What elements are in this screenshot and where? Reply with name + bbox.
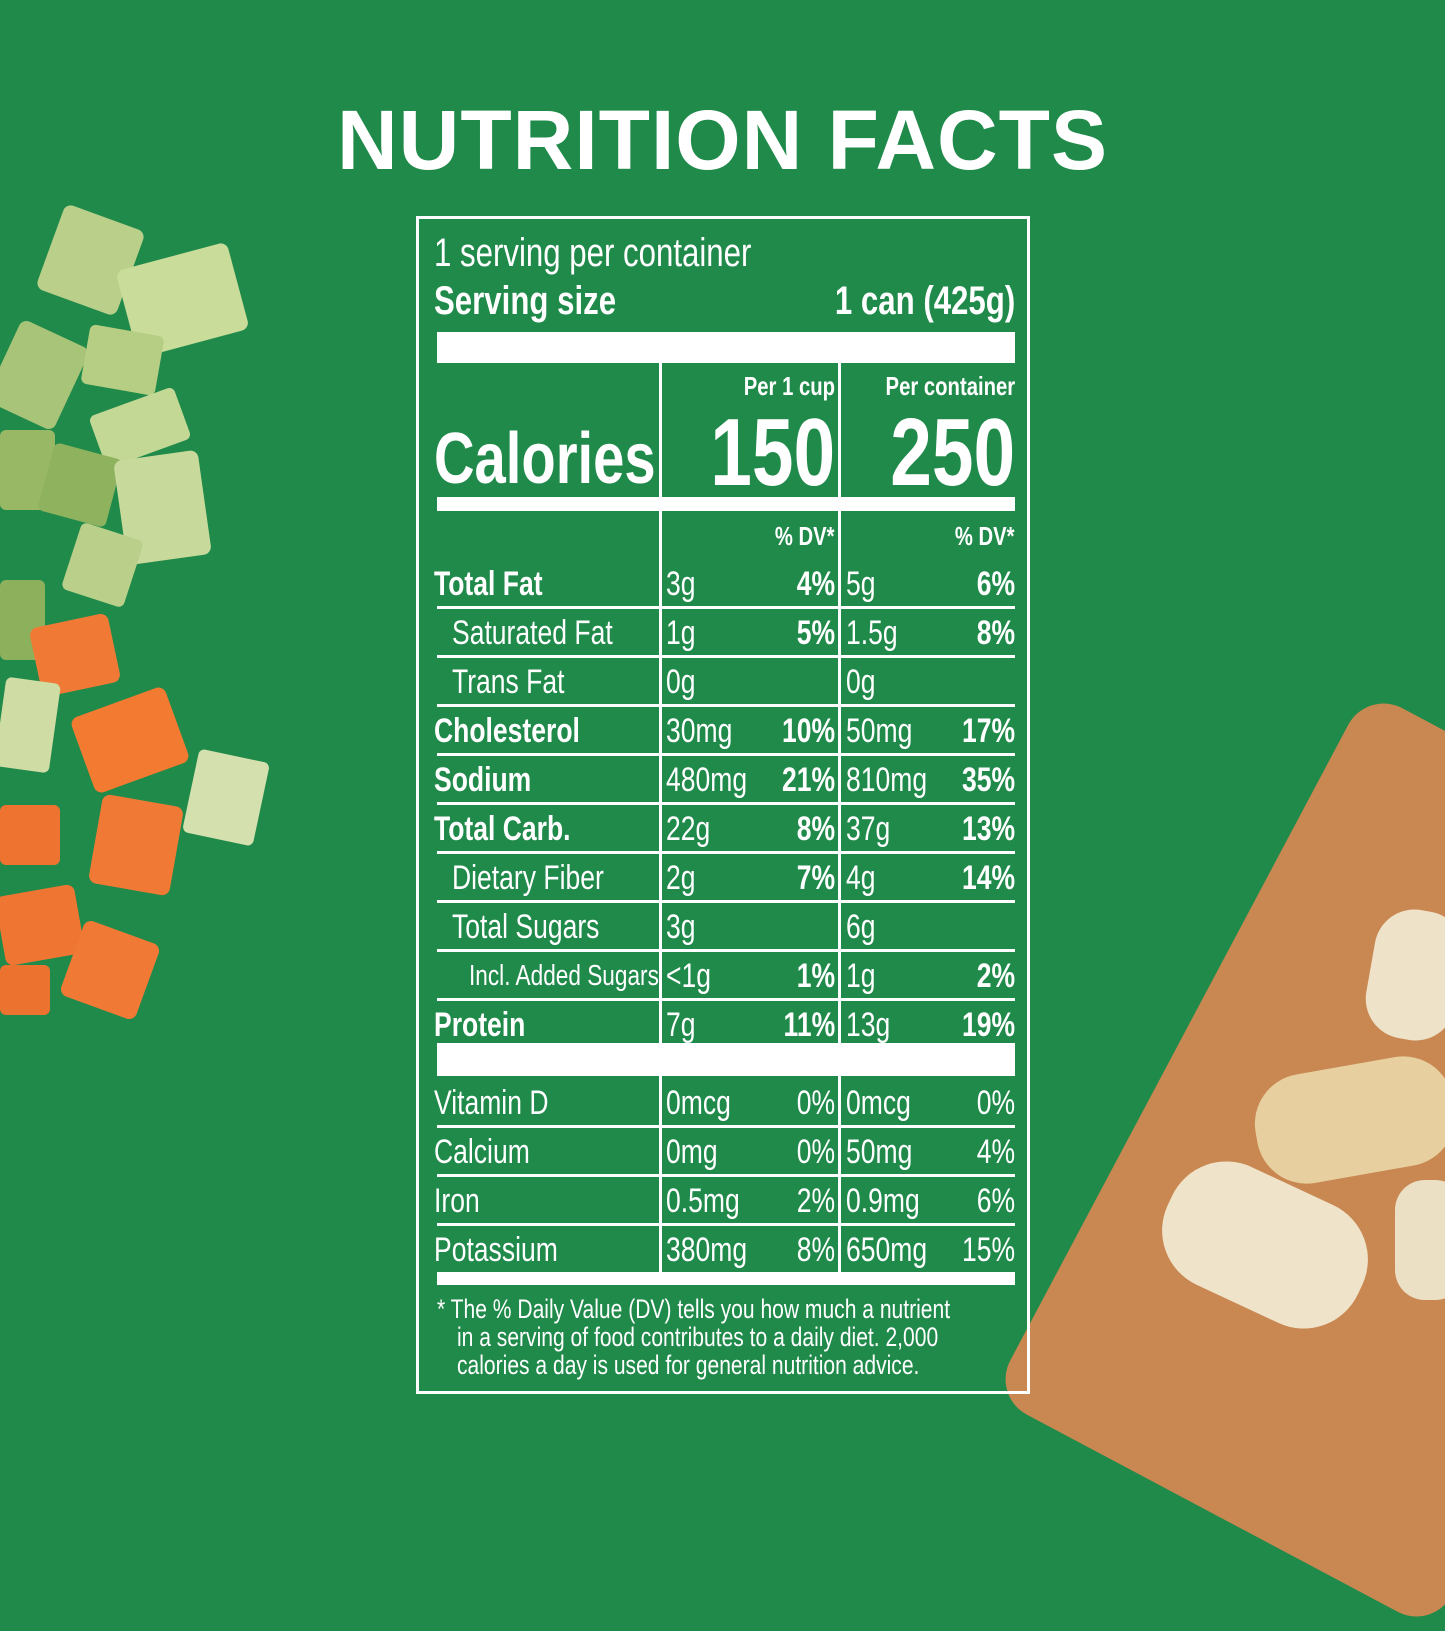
dv-per-cup: 1% (796, 957, 835, 995)
amount-per-container: 37g (846, 810, 891, 848)
serving-size-label: Serving size (434, 279, 617, 323)
nutrient-name: Total Sugars (452, 908, 600, 946)
amount-per-cup: 22g (666, 810, 711, 848)
dv-per-container: 6% (976, 1182, 1015, 1220)
row-divider (437, 606, 1015, 609)
dv-header-container: % DV* (955, 521, 1015, 551)
amount-per-container: 0.9mg (846, 1182, 920, 1220)
nutrient-name: Protein (434, 1006, 526, 1044)
nutrient-name: Total Fat (434, 565, 543, 603)
amount-per-container: 1.5g (846, 614, 898, 652)
amount-per-container: 0mcg (846, 1084, 911, 1122)
nutrient-name: Iron (434, 1182, 480, 1220)
dv-per-cup: 7% (796, 859, 835, 897)
row-divider (437, 802, 1015, 805)
amount-per-container: 50mg (846, 712, 913, 750)
thick-divider (437, 1043, 1015, 1076)
amount-per-container: 0g (846, 663, 876, 701)
thick-divider (437, 1272, 1015, 1285)
column-divider (659, 363, 662, 497)
nutrient-name: Trans Fat (452, 663, 565, 701)
thick-divider (437, 332, 1015, 363)
amount-per-container: 4g (846, 859, 876, 897)
thick-divider (437, 497, 1015, 511)
dv-per-cup: 0% (796, 1133, 835, 1171)
column-divider (659, 511, 662, 1043)
amount-per-cup: 7g (666, 1006, 696, 1044)
dv-per-cup: 21% (781, 761, 835, 799)
calories-label: Calories (434, 419, 656, 499)
dv-per-cup: 10% (781, 712, 835, 750)
nutrient-name: Vitamin D (434, 1084, 549, 1122)
row-divider (437, 1174, 1015, 1177)
row-divider (437, 1125, 1015, 1128)
amount-per-cup: 1g (666, 614, 696, 652)
row-divider (437, 998, 1015, 1001)
amount-per-cup: 3g (666, 908, 696, 946)
dv-per-container: 6% (976, 565, 1015, 603)
amount-per-cup: 0mcg (666, 1084, 731, 1122)
row-divider (437, 1223, 1015, 1226)
nutrient-name: Potassium (434, 1231, 558, 1269)
amount-per-cup: 480mg (666, 761, 748, 799)
dv-per-cup: 5% (796, 614, 835, 652)
dv-per-container: 13% (961, 810, 1015, 848)
nutrient-name: Dietary Fiber (452, 859, 604, 897)
dv-per-cup: 11% (783, 1006, 835, 1044)
amount-per-cup: 0.5mg (666, 1182, 740, 1220)
dv-per-container: 2% (976, 957, 1015, 995)
dv-per-container: 35% (961, 761, 1015, 799)
nutrient-name: Calcium (434, 1133, 530, 1171)
nutrient-name: Sodium (434, 761, 532, 799)
amount-per-container: 1g (846, 957, 876, 995)
dv-per-cup: 2% (796, 1182, 835, 1220)
footnote: * The % Daily Value (DV) tells you how m… (437, 1294, 951, 1380)
row-divider (437, 949, 1015, 952)
per-container-label: Per container (885, 371, 1015, 401)
nutrient-name: Total Carb. (434, 810, 571, 848)
dv-per-container: 4% (976, 1133, 1015, 1171)
row-divider (437, 900, 1015, 903)
nutrient-name: Cholesterol (434, 712, 580, 750)
dv-per-container: 17% (961, 712, 1015, 750)
dv-per-container: 15% (961, 1231, 1015, 1269)
per-cup-label: Per 1 cup (743, 371, 835, 401)
amount-per-cup: 380mg (666, 1231, 748, 1269)
nutrient-name: Incl. Added Sugars (469, 960, 659, 992)
dv-per-container: 19% (961, 1006, 1015, 1044)
dv-per-container: 14% (961, 859, 1015, 897)
amount-per-cup: 30mg (666, 712, 733, 750)
amount-per-container: 50mg (846, 1133, 913, 1171)
page-title: NUTRITION FACTS (337, 93, 1108, 187)
amount-per-cup: 0g (666, 663, 696, 701)
row-divider (437, 655, 1015, 658)
amount-per-container: 5g (846, 565, 876, 603)
dv-per-cup: 8% (796, 1231, 835, 1269)
calories-per-cup: 150 (710, 399, 835, 506)
calories-per-container: 250 (890, 399, 1015, 506)
servings-per-container: 1 serving per container (434, 231, 752, 275)
dv-header-cup: % DV* (775, 521, 835, 551)
row-divider (437, 851, 1015, 854)
column-divider (838, 363, 841, 497)
dv-per-container: 0% (976, 1084, 1015, 1122)
amount-per-cup: 2g (666, 859, 696, 897)
dv-per-cup: 0% (796, 1084, 835, 1122)
row-divider (437, 753, 1015, 756)
amount-per-container: 650mg (846, 1231, 928, 1269)
amount-per-cup: 3g (666, 565, 696, 603)
serving-size-value: 1 can (425g) (834, 279, 1015, 323)
dv-per-cup: 4% (796, 565, 835, 603)
amount-per-container: 810mg (846, 761, 928, 799)
nutrient-name: Saturated Fat (452, 614, 613, 652)
amount-per-container: 13g (846, 1006, 891, 1044)
amount-per-cup: <1g (666, 957, 711, 995)
column-divider (838, 511, 841, 1043)
dv-per-container: 8% (976, 614, 1015, 652)
amount-per-container: 6g (846, 908, 876, 946)
dv-per-cup: 8% (796, 810, 835, 848)
row-divider (437, 704, 1015, 707)
amount-per-cup: 0mg (666, 1133, 718, 1171)
nutrition-facts-panel: 1 serving per container Serving size 1 c… (416, 216, 1030, 1394)
